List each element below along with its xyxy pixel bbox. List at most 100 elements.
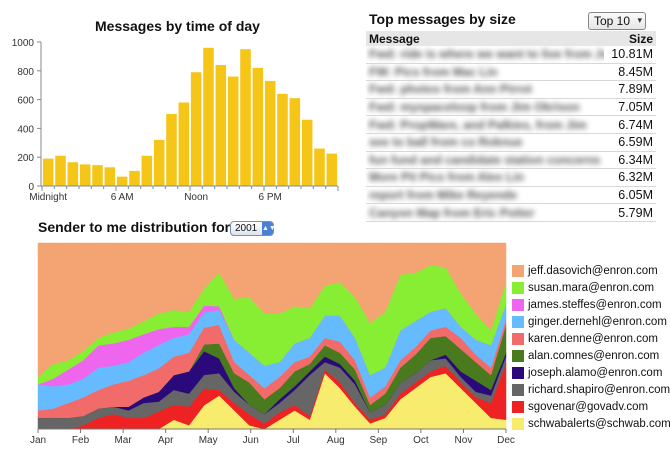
bar-hour-8 <box>141 155 153 186</box>
month-tick-label: Jan <box>30 435 46 446</box>
legend-label: alan.comnes@enron.com <box>528 349 660 362</box>
bar-hour-20 <box>289 98 301 186</box>
bar-hour-2 <box>67 162 79 186</box>
legend-swatch <box>512 298 524 311</box>
message-size-cell: 6.05M <box>604 186 656 205</box>
message-size-cell: 6.59M <box>604 133 656 152</box>
x-tick-label: 6 PM <box>258 192 281 203</box>
table-row[interactable]: Fwd: photos from Ann Pirrot 7.89M <box>366 80 656 99</box>
legend-label: richard.shapiro@enron.com <box>528 383 670 396</box>
message-subject-cell[interactable]: FW: Pics from Mac Lin <box>366 63 604 82</box>
legend-label: sgovenar@govadv.com <box>528 400 649 413</box>
legend-label: joseph.alamo@enron.com <box>528 366 663 379</box>
message-subject-text: Canyon Map from Eric Potter <box>369 205 535 220</box>
message-column-header: Message <box>366 31 604 46</box>
month-tick-label: Dec <box>497 435 515 446</box>
message-subject-cell[interactable]: see to ball from co Roknue <box>366 133 604 152</box>
message-subject-cell[interactable]: Canyon Map from Eric Potter <box>366 203 604 222</box>
table-row[interactable]: Fwd: ride is where we want to live from … <box>366 46 656 64</box>
legend-label: susan.mara@enron.com <box>528 281 655 294</box>
top-count-select[interactable]: Top 10 ▾ <box>588 12 646 30</box>
distribution-title: Sender to me distribution for <box>38 219 231 235</box>
year-select[interactable]: 2001 ▲▼ <box>230 221 276 236</box>
top-messages-table: Message Size Fwd: ride is where we want … <box>366 31 656 222</box>
sender-distribution-area-chart: Jan Feb Mar Apr May Jun Jul Aug Sep Oct Nov Dec <box>30 242 515 446</box>
sender-legend: jeff.dasovich@enron.com susan.mara@enron.… <box>512 262 670 432</box>
message-subject-text: Fwd: photos from Ann Pirrot <box>369 82 532 97</box>
bar-hour-0 <box>42 158 54 186</box>
legend-label: karen.denne@enron.com <box>528 332 658 345</box>
bar-hour-15 <box>227 76 239 186</box>
message-subject-cell[interactable]: Fwd: myspaceloop from Jim Okrison <box>366 98 604 117</box>
legend-item: richard.shapiro@enron.com <box>512 381 670 398</box>
bar-hour-23 <box>326 153 338 186</box>
y-tick-label: 600 <box>17 96 34 107</box>
message-size-cell: 5.79M <box>604 203 656 222</box>
legend-label: schwabalerts@schwab.com <box>528 417 670 430</box>
message-subject-cell[interactable]: fun fund and candidate station concerns <box>366 151 604 170</box>
table-row[interactable]: Fwd: myspaceloop from Jim Okrison 7.05M <box>366 98 656 117</box>
message-size-cell: 6.32M <box>604 168 656 187</box>
year-value: 2001 <box>235 223 258 234</box>
legend-item: karen.denne@enron.com <box>512 330 670 347</box>
message-subject-cell[interactable]: More Pit Pics from Alex Lin <box>366 168 604 187</box>
month-tick-label: Jun <box>243 435 259 446</box>
table-row[interactable]: report from Mike Reyende 6.05M <box>366 186 656 205</box>
legend-label: jeff.dasovich@enron.com <box>528 264 658 277</box>
legend-swatch <box>512 400 524 413</box>
bar-hour-14 <box>215 65 227 186</box>
legend-swatch <box>512 281 524 294</box>
table-row[interactable]: fun fund and candidate station concerns 6… <box>366 151 656 170</box>
bar-hour-6 <box>116 176 128 186</box>
table-row[interactable]: Fwd: PropWare, and Palkies, from Jim 6.74… <box>366 115 656 134</box>
message-size-cell: 6.34M <box>604 151 656 170</box>
legend-swatch <box>512 417 524 430</box>
month-tick-label: Apr <box>158 435 174 446</box>
message-subject-cell[interactable]: report from Mike Reyende <box>366 186 604 205</box>
message-subject-text: fun fund and candidate station concerns <box>369 152 601 167</box>
message-subject-text: Fwd: PropWare, and Palkies, from Jim <box>369 117 587 132</box>
bar-hour-11 <box>178 102 190 186</box>
bar-hour-7 <box>129 170 140 186</box>
message-subject-cell[interactable]: Fwd: PropWare, and Palkies, from Jim <box>366 115 604 134</box>
table-row[interactable]: More Pit Pics from Alex Lin 6.32M <box>366 168 656 187</box>
month-tick-label: Sep <box>369 435 387 446</box>
month-tick-label: Oct <box>413 435 429 446</box>
bar-hour-1 <box>55 155 66 186</box>
legend-swatch <box>512 383 524 396</box>
bar-hour-12 <box>190 72 202 186</box>
legend-swatch <box>512 349 524 362</box>
month-tick-label: Aug <box>327 435 345 446</box>
month-tick-label: Mar <box>114 435 132 446</box>
bar-hour-17 <box>252 67 264 186</box>
table-row[interactable]: FW: Pics from Mac Lin 8.45M <box>366 63 656 82</box>
y-tick-label: 400 <box>17 124 34 135</box>
bar-hour-13 <box>203 47 214 186</box>
x-tick-label: Noon <box>184 192 208 203</box>
table-header-row: Message Size <box>366 31 656 46</box>
message-subject-cell[interactable]: Fwd: ride is where we want to live from … <box>366 46 604 64</box>
legend-item: alan.comnes@enron.com <box>512 347 670 364</box>
month-tick-label: Feb <box>72 435 90 446</box>
message-subject-cell[interactable]: Fwd: photos from Ann Pirrot <box>366 80 604 99</box>
y-tick-label: 1000 <box>12 38 35 49</box>
top-count-value: Top 10 <box>594 14 631 28</box>
table-row[interactable]: see to ball from co Roknue 6.59M <box>366 133 656 152</box>
legend-swatch <box>512 332 524 345</box>
legend-swatch <box>512 264 524 277</box>
bar-hour-9 <box>153 139 165 186</box>
bar-hour-22 <box>314 148 325 186</box>
table-row[interactable]: Canyon Map from Eric Potter 5.79M <box>366 203 656 222</box>
legend-item: sgovenar@govadv.com <box>512 398 670 415</box>
x-tick-label: Midnight <box>29 192 67 203</box>
size-column-header: Size <box>604 31 656 46</box>
legend-item: jeff.dasovich@enron.com <box>512 262 670 279</box>
message-subject-text: see to ball from co Roknue <box>369 135 523 150</box>
y-tick-label: 800 <box>17 67 34 78</box>
message-size-cell: 7.05M <box>604 98 656 117</box>
month-tick-label: Jul <box>287 435 300 446</box>
bar-hour-16 <box>240 49 251 187</box>
legend-item: ginger.dernehl@enron.com <box>512 313 670 330</box>
legend-item: schwabalerts@schwab.com <box>512 415 670 432</box>
x-tick-label: 6 AM <box>111 192 134 203</box>
